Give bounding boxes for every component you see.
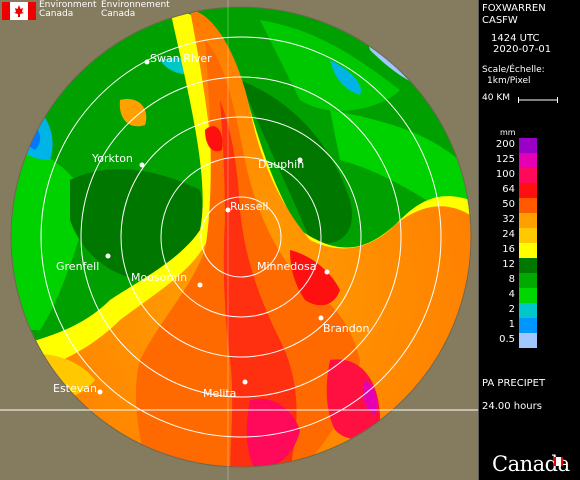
station-name: FOXWARREN xyxy=(482,3,546,14)
legend-label: 8 xyxy=(508,274,515,285)
city-melita[interactable]: Melita xyxy=(203,379,248,401)
legend-label: 1 xyxy=(508,319,515,330)
legend-label: 200 xyxy=(495,139,515,150)
range-rings xyxy=(40,36,442,438)
svg-text:Russell: Russell xyxy=(230,200,268,213)
city-estevan[interactable]: Estevan xyxy=(53,382,103,395)
svg-text:Minnedosa: Minnedosa xyxy=(257,260,316,273)
svg-text:Brandon: Brandon xyxy=(323,322,369,335)
legend-label: 0.5 xyxy=(499,334,515,345)
legend-swatch xyxy=(519,138,537,153)
legend-swatch xyxy=(519,318,537,333)
city-markers: Swan River Yorkton Dauphin Russell Grenf… xyxy=(53,52,369,400)
city-swan-river[interactable]: Swan River xyxy=(144,52,213,65)
range-ring xyxy=(200,196,282,278)
svg-text:Yorkton: Yorkton xyxy=(91,152,133,165)
legend-swatch xyxy=(519,213,537,228)
legend-unit: mm xyxy=(500,128,516,137)
svg-text:Melita: Melita xyxy=(203,387,236,400)
svg-text:Moosomin: Moosomin xyxy=(131,271,187,284)
legend-swatch xyxy=(519,183,537,198)
legend-swatch xyxy=(519,243,537,258)
scale-label: Scale/Échelle: xyxy=(482,65,545,75)
gov-name-fr-2: Canada xyxy=(101,9,136,19)
legend-swatch xyxy=(519,228,537,243)
city-brandon[interactable]: Brandon xyxy=(318,315,370,336)
radar-map: Swan River Yorkton Dauphin Russell Grenf… xyxy=(0,0,478,480)
gov-name-en-1: Environment xyxy=(39,0,97,10)
range-ring xyxy=(80,76,402,398)
range-ring xyxy=(120,116,362,358)
city-dauphin[interactable]: Dauphin xyxy=(258,157,304,172)
range-ring xyxy=(40,36,442,438)
svg-text:Swan River: Swan River xyxy=(150,52,212,65)
city-moosomin[interactable]: Moosomin xyxy=(131,271,203,288)
legend-label: 50 xyxy=(502,199,515,210)
distance-label: 40 KM xyxy=(482,93,510,103)
legend-label: 2 xyxy=(508,304,515,315)
svg-text:Grenfell: Grenfell xyxy=(56,260,99,273)
legend-swatch xyxy=(519,258,537,273)
legend-label: 64 xyxy=(502,184,515,195)
government-header: Environment Canada Environnement Canada xyxy=(0,0,170,22)
station-id: CASFW xyxy=(482,15,518,26)
observation-time: 1424 UTC xyxy=(491,33,540,44)
legend-swatch xyxy=(519,168,537,183)
range-ring xyxy=(160,156,322,318)
legend-label: 16 xyxy=(502,244,515,255)
gov-name-en-2: Canada xyxy=(39,9,74,19)
legend-label: 4 xyxy=(508,289,515,300)
radar-map-svg: Swan River Yorkton Dauphin Russell Grenf… xyxy=(0,0,478,480)
svg-text:Estevan: Estevan xyxy=(53,382,97,395)
city-yorkton[interactable]: Yorkton xyxy=(91,152,145,168)
legend-label: 32 xyxy=(502,214,515,225)
city-minnedosa[interactable]: Minnedosa xyxy=(257,260,330,275)
legend-swatch xyxy=(519,198,537,213)
legend-swatch xyxy=(519,153,537,168)
legend-swatch xyxy=(519,333,537,348)
scale-value: 1km/Pixel xyxy=(487,76,531,86)
legend-label: 125 xyxy=(495,154,515,165)
city-grenfell[interactable]: Grenfell xyxy=(56,253,111,274)
product-duration: 24.00 hours xyxy=(482,401,542,412)
radar-boundary xyxy=(10,6,472,468)
legend-swatch xyxy=(519,303,537,318)
legend-label: 12 xyxy=(502,259,515,270)
svg-text:Dauphin: Dauphin xyxy=(258,158,304,171)
gov-name-fr-1: Environnement xyxy=(101,0,170,10)
observation-date: 2020-07-01 xyxy=(493,44,552,55)
legend-swatch xyxy=(519,288,537,303)
city-russell[interactable]: Russell xyxy=(225,200,269,213)
wordmark-flag-icon xyxy=(554,457,563,466)
legend-swatch xyxy=(519,273,537,288)
product-name: PA PRECIPET xyxy=(482,378,546,389)
canada-flag-icon xyxy=(2,2,36,20)
legend-label: 24 xyxy=(502,229,515,240)
scale-bar xyxy=(518,97,558,103)
legend-label: 100 xyxy=(495,169,515,180)
